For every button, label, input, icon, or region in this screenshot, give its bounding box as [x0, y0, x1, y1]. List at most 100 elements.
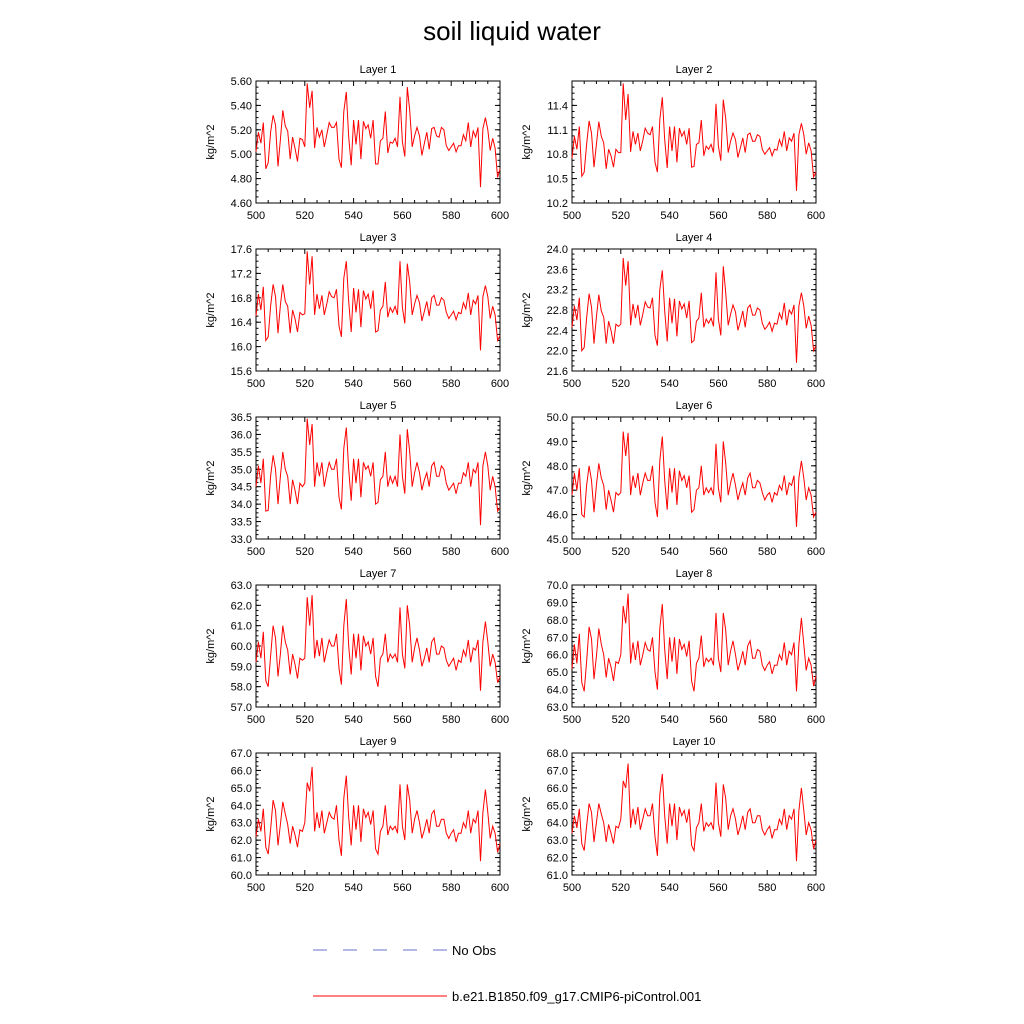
y-tick-label: 10.8 — [547, 149, 568, 161]
y-tick-label: 65.0 — [231, 783, 252, 795]
y-tick-label: 23.6 — [547, 264, 568, 276]
legend: No Obs b.e21.B1850.f09_g17.CMIP6-piContr… — [313, 943, 701, 1004]
x-tick-label: 520 — [296, 882, 314, 894]
x-tick-label: 600 — [807, 714, 825, 726]
y-tick-label: 59.0 — [231, 661, 252, 673]
y-tick-label: 35.0 — [231, 464, 252, 476]
x-tick-label: 560 — [709, 546, 727, 558]
y-tick-label: 61.0 — [231, 621, 252, 633]
x-tick-label: 560 — [709, 714, 727, 726]
series-line — [255, 418, 501, 526]
y-tick-label: 17.6 — [231, 244, 252, 256]
y-tick-label: 4.60 — [231, 198, 252, 210]
y-tick-label: 36.5 — [231, 412, 252, 424]
x-tick-label: 540 — [344, 882, 362, 894]
x-tick-label: 580 — [442, 378, 460, 390]
y-tick-label: 63.0 — [231, 818, 252, 830]
y-axis-label: kg/m^2 — [205, 796, 217, 831]
y-tick-label: 5.00 — [231, 149, 252, 161]
x-tick-label: 560 — [709, 378, 727, 390]
x-tick-label: 560 — [709, 882, 727, 894]
y-tick-label: 10.2 — [547, 198, 568, 210]
x-tick-label: 500 — [563, 378, 581, 390]
y-tick-label: 16.4 — [231, 317, 252, 329]
y-tick-label: 49.0 — [547, 436, 568, 448]
y-tick-label: 62.0 — [231, 835, 252, 847]
y-tick-label: 11.4 — [547, 100, 568, 112]
y-tick-label: 70.0 — [547, 580, 568, 592]
x-tick-label: 580 — [442, 546, 460, 558]
panel-9: Layer 9 500 520 540 560 580 600 60.0 61.0 62.0 63.… — [205, 736, 509, 894]
x-tick-label: 600 — [807, 546, 825, 558]
x-tick-label: 520 — [296, 210, 314, 222]
y-tick-label: 66.0 — [547, 783, 568, 795]
panel-4: Layer 4 500 520 540 560 580 600 21.6 22.0 22.4 22.… — [521, 232, 825, 390]
x-tick-label: 600 — [807, 210, 825, 222]
y-tick-label: 58.0 — [231, 682, 252, 694]
panel-title: Layer 6 — [676, 400, 713, 412]
plot-frame — [571, 80, 817, 204]
x-tick-label: 580 — [442, 210, 460, 222]
y-tick-label: 65.0 — [547, 800, 568, 812]
x-tick-label: 500 — [563, 546, 581, 558]
panel-6: Layer 6 500 520 540 560 580 600 45.0 46.0 47.0 48.… — [521, 400, 825, 558]
y-tick-label: 67.0 — [547, 632, 568, 644]
y-tick-label: 23.2 — [547, 285, 568, 297]
y-tick-label: 45.0 — [547, 534, 568, 546]
panel-title: Layer 7 — [360, 568, 397, 580]
y-tick-label: 67.0 — [231, 748, 252, 760]
x-tick-label: 540 — [660, 882, 678, 894]
panel-7: Layer 7 500 520 540 560 580 600 57.0 58.0 59.0 60.… — [205, 568, 509, 726]
y-tick-label: 16.8 — [231, 293, 252, 305]
y-tick-label: 63.0 — [547, 702, 568, 714]
plot-frame — [255, 752, 501, 876]
y-tick-label: 66.0 — [231, 765, 252, 777]
y-tick-label: 36.0 — [231, 429, 252, 441]
y-tick-label: 16.0 — [231, 342, 252, 354]
series-line — [255, 83, 501, 188]
y-axis-label: kg/m^2 — [205, 124, 217, 159]
plot-frame — [255, 584, 501, 708]
y-axis-label: kg/m^2 — [521, 292, 533, 327]
panel-title: Layer 3 — [360, 232, 397, 244]
x-tick-label: 500 — [563, 210, 581, 222]
y-tick-label: 21.6 — [547, 366, 568, 378]
series-line — [571, 258, 817, 363]
x-tick-label: 600 — [807, 378, 825, 390]
x-tick-label: 520 — [612, 210, 630, 222]
x-tick-label: 540 — [344, 210, 362, 222]
panel-10: Layer 10 500 520 540 560 580 600 61.0 62.0 63.0 64… — [521, 736, 825, 894]
y-tick-label: 62.0 — [231, 600, 252, 612]
y-tick-label: 22.0 — [547, 346, 568, 358]
y-tick-label: 17.2 — [231, 268, 252, 280]
y-tick-label: 35.5 — [231, 447, 252, 459]
y-axis-label: kg/m^2 — [521, 628, 533, 663]
series-line — [255, 251, 501, 351]
y-tick-label: 34.0 — [231, 499, 252, 511]
y-tick-label: 47.0 — [547, 485, 568, 497]
y-tick-label: 10.5 — [547, 174, 568, 186]
x-tick-label: 500 — [247, 714, 265, 726]
y-tick-label: 65.0 — [547, 667, 568, 679]
x-tick-label: 600 — [491, 714, 509, 726]
x-tick-label: 580 — [758, 378, 776, 390]
y-axis-label: kg/m^2 — [521, 796, 533, 831]
x-tick-label: 600 — [807, 882, 825, 894]
y-tick-label: 24.0 — [547, 244, 568, 256]
x-tick-label: 560 — [393, 546, 411, 558]
y-axis-label: kg/m^2 — [205, 460, 217, 495]
x-tick-label: 520 — [296, 714, 314, 726]
legend-label-no-obs: No Obs — [452, 943, 497, 958]
x-tick-label: 540 — [344, 378, 362, 390]
x-tick-label: 540 — [660, 210, 678, 222]
x-tick-label: 500 — [247, 210, 265, 222]
panel-title: Layer 1 — [360, 64, 397, 76]
x-tick-label: 500 — [563, 882, 581, 894]
x-tick-label: 520 — [612, 714, 630, 726]
x-tick-label: 580 — [442, 714, 460, 726]
y-tick-label: 67.0 — [547, 765, 568, 777]
y-tick-label: 61.0 — [547, 870, 568, 882]
plot-frame — [571, 248, 817, 372]
x-tick-label: 500 — [247, 546, 265, 558]
